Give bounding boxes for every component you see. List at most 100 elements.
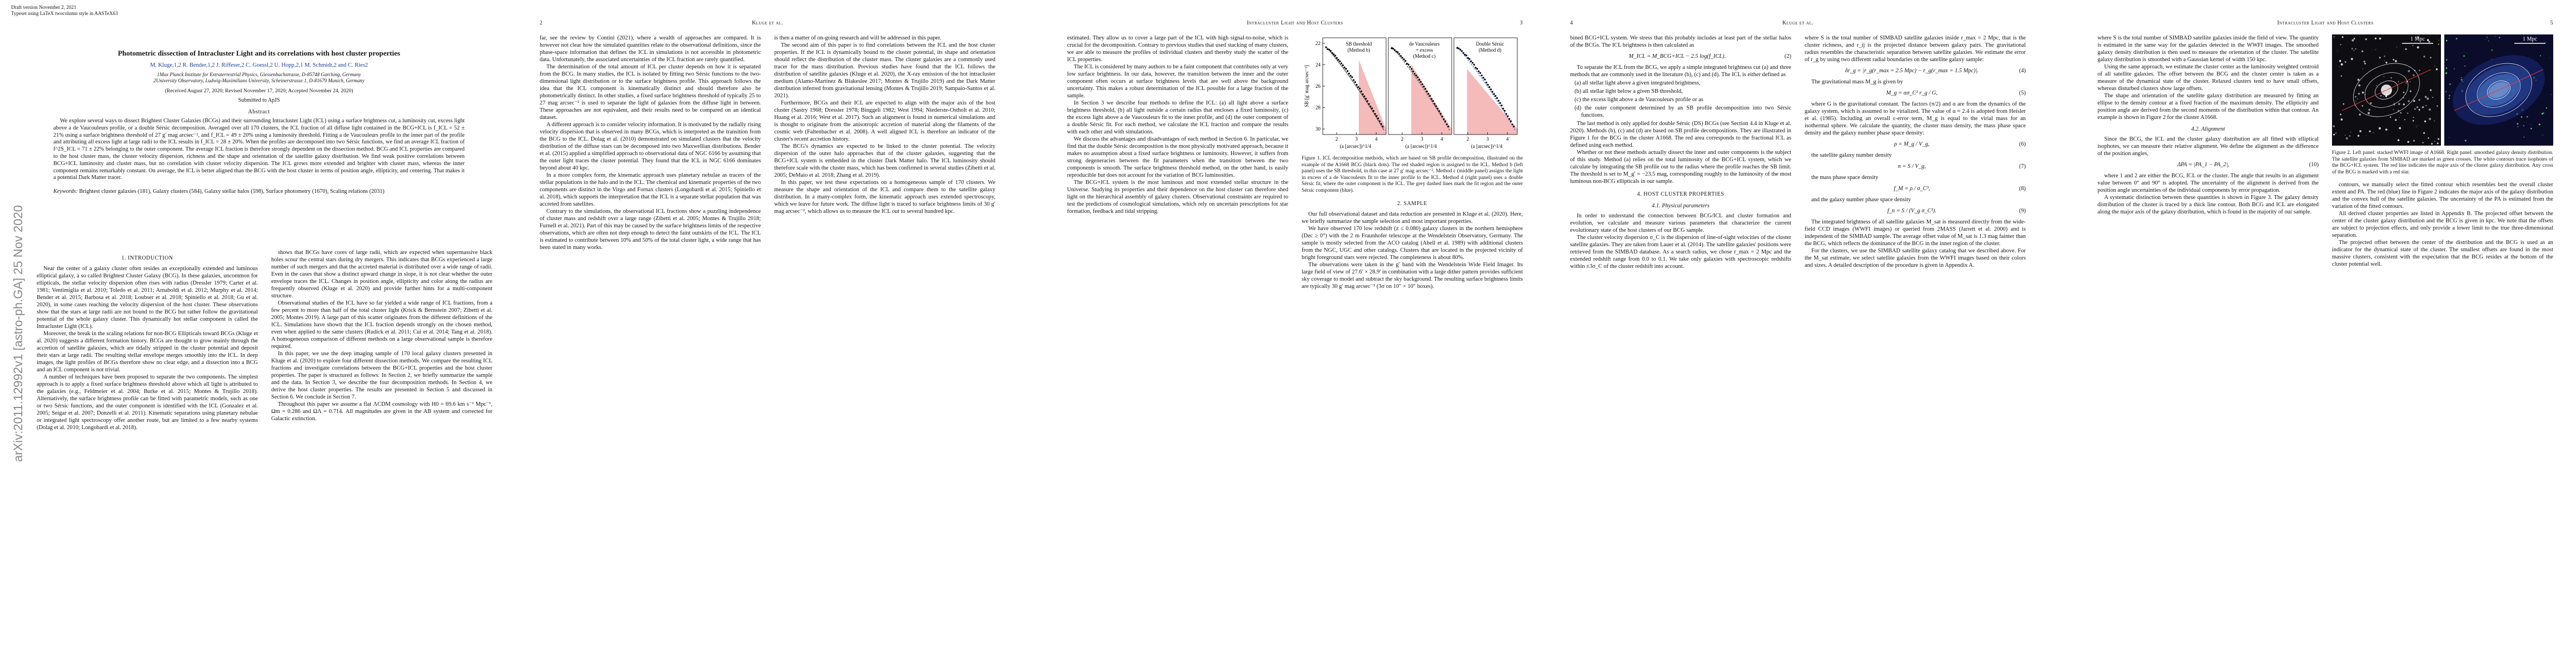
abstract: We explore several ways to dissect Brigh…: [53, 118, 465, 181]
star: [2419, 69, 2420, 71]
star: [2341, 36, 2344, 38]
subsection-heading: 4.2. Alignment: [2191, 126, 2225, 132]
paragraph: A number of techniques have been propose…: [37, 374, 258, 431]
star: [2428, 108, 2431, 111]
star: [2409, 90, 2411, 92]
star: [2424, 96, 2427, 98]
star: [2423, 132, 2425, 134]
star: [2365, 38, 2367, 41]
star: [2355, 48, 2356, 49]
paragraph: The projected offset between the center …: [2332, 240, 2553, 268]
star: [2339, 113, 2341, 116]
star: [2351, 39, 2354, 42]
star: [2375, 49, 2376, 51]
star: [2368, 108, 2371, 111]
subsection-heading: 4.1. Physical parameters: [1652, 203, 1710, 209]
star: [2434, 141, 2435, 142]
star: [2358, 92, 2360, 95]
paragraph: where 1 and 2 are either the BCG, ICL or…: [2097, 173, 2319, 193]
star: [2340, 75, 2343, 77]
received: (Received August 27, 2020; Revised Novem…: [165, 88, 353, 94]
profile-point: [1421, 83, 1423, 86]
star: [2361, 105, 2364, 107]
paragraph: The observations were taken in the g′ ba…: [1302, 261, 1523, 290]
equation-number: (9): [2019, 208, 2026, 214]
x-tick-label: 4: [1506, 136, 1509, 142]
star: [2343, 103, 2345, 105]
paragraph: The BCG's dynamics are expected to be li…: [774, 143, 995, 178]
y-tick-label: 24: [1316, 62, 1321, 68]
affiliation: 1Max Planck Institute for Extraterrestri…: [157, 72, 361, 77]
profile-point: [1487, 83, 1489, 86]
star: [2384, 56, 2385, 57]
profile-point: [1465, 54, 1468, 57]
star: [2361, 91, 2364, 94]
star: [2378, 127, 2381, 130]
star: [2403, 97, 2404, 99]
profile-point: [1424, 88, 1427, 90]
figure-caption: Figure 2. Left panel: stacked WWFI image…: [2332, 150, 2553, 175]
paragraph: Contrary to the simulations, the observa…: [540, 208, 761, 251]
profile-point: [1482, 77, 1484, 79]
x-tick-label: 2: [1336, 136, 1338, 142]
profile-point: [1339, 60, 1341, 62]
star: [2355, 101, 2356, 102]
star: [2394, 59, 2397, 62]
equation-body: ΔPA = |PA_1 − PA_2|,: [2177, 162, 2230, 168]
section-heading: 2. SAMPLE: [1397, 200, 1427, 207]
satellite-galaxy: [2491, 49, 2493, 51]
satellite-galaxy: [2448, 94, 2451, 97]
profile-point: [1359, 87, 1361, 89]
satellite-galaxy: [2486, 37, 2488, 38]
satellite-galaxy: [2445, 67, 2448, 69]
profile-point: [1403, 58, 1405, 61]
star: [2351, 48, 2353, 50]
star: [2438, 43, 2439, 45]
profile-point: [1435, 105, 1437, 107]
profile-point: [1426, 90, 1428, 93]
equation-number: (4): [2019, 68, 2026, 74]
x-axis-label: (a [arcsec])^1/4: [1406, 143, 1437, 149]
star: [2413, 140, 2415, 142]
star: [2384, 60, 2385, 61]
paragraph: Our full observational dataset and data …: [1302, 211, 1523, 225]
profile-point: [1353, 79, 1355, 81]
star: [2405, 48, 2407, 50]
star: [2428, 137, 2429, 139]
page-number: 2: [540, 20, 543, 26]
profile-point: [1476, 68, 1478, 70]
profile-point: [1407, 63, 1409, 66]
major-axis: [2454, 69, 2544, 111]
satellite-galaxy: [2445, 72, 2448, 74]
icl-region: [1467, 69, 1517, 135]
paragraph: bined BCG+ICL system. We stress that thi…: [1570, 35, 1791, 48]
star: [2364, 62, 2366, 64]
star: [2403, 91, 2405, 93]
paragraph: In Section 3 we describe four methods to…: [1067, 100, 1288, 135]
equation-body: δr_g = |r_g(r_max = 2.5 Mpc) − r_g(r_max…: [1845, 68, 1979, 74]
section-heading: 4. HOST CLUSTER PROPERTIES: [1637, 191, 1725, 197]
profile-point: [1497, 99, 1500, 102]
profile-point: [1343, 66, 1346, 68]
star: [2426, 97, 2429, 100]
profile-point: [1490, 88, 1492, 91]
running-title: Intracluster Light and Host Clusters: [1247, 20, 1343, 26]
star: [2345, 137, 2348, 140]
front-matter: Photometric dissection of Intracluster L…: [37, 0, 481, 196]
profile-point: [1406, 62, 1408, 65]
paragraph: In order to understand the connection be…: [1570, 213, 1791, 233]
profile-point: [1340, 62, 1343, 64]
star: [2429, 89, 2432, 91]
star: [2335, 132, 2336, 134]
profile-point: [1411, 68, 1413, 70]
list-item: (c) the excess light above a de Vaucoule…: [1575, 97, 1703, 103]
paragraph: Since the BCG, the ICL and the cluster g…: [2097, 136, 2319, 157]
satellite-galaxy: [2517, 123, 2519, 125]
satellite-galaxy: [2460, 77, 2463, 78]
star: [2367, 112, 2370, 115]
satellite-galaxy: [2517, 126, 2519, 128]
equation: δr_g = |r_g(r_max = 2.5 Mpc) − r_g(r_max…: [1805, 67, 2026, 74]
profile-point: [1491, 91, 1494, 93]
star: [2437, 142, 2439, 145]
draft-line: Draft version November 2, 2021: [11, 4, 77, 10]
